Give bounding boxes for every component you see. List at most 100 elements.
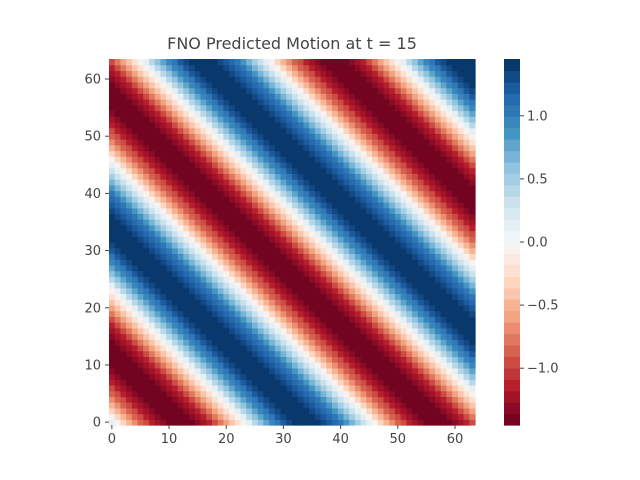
heatmap-cell: [343, 99, 350, 106]
heatmap-cell: [349, 179, 356, 186]
heatmap-cell: [240, 213, 247, 220]
heatmap-cell: [126, 299, 133, 306]
heatmap-cell: [246, 150, 253, 157]
heatmap-cell: [194, 139, 202, 146]
heatmap-cell: [406, 190, 413, 197]
heatmap-cell: [292, 190, 299, 197]
heatmap-cell: [446, 384, 453, 392]
heatmap-cell: [263, 339, 270, 346]
heatmap-cell: [217, 259, 224, 266]
heatmap-cell: [269, 316, 276, 323]
heatmap-cell: [126, 87, 133, 94]
heatmap-cell: [412, 304, 419, 312]
heatmap-cell: [314, 310, 322, 317]
heatmap-cell: [177, 167, 184, 174]
heatmap-cell: [377, 350, 385, 357]
heatmap-cell: [240, 81, 247, 89]
heatmap-cell: [286, 339, 293, 346]
heatmap-cell: [149, 379, 156, 386]
heatmap-cell: [120, 81, 127, 89]
heatmap-cell: [434, 333, 442, 340]
heatmap-cell: [394, 173, 402, 180]
heatmap-cell: [354, 316, 362, 323]
heatmap-cell: [114, 264, 122, 272]
heatmap-cell: [343, 362, 350, 369]
heatmap-cell: [314, 167, 322, 174]
heatmap-cell: [400, 144, 407, 152]
heatmap-cell: [194, 327, 202, 335]
heatmap-cell: [303, 70, 310, 77]
heatmap-cell: [286, 87, 293, 94]
heatmap-cell: [320, 70, 327, 77]
heatmap-cell: [211, 201, 219, 209]
heatmap-cell: [337, 293, 345, 300]
heatmap-cell: [309, 190, 316, 197]
heatmap-cell: [400, 367, 407, 375]
heatmap-cell: [320, 242, 327, 249]
heatmap-cell: [434, 81, 442, 89]
heatmap-cell: [417, 121, 425, 129]
heatmap-cell: [183, 310, 190, 317]
heatmap-cell: [314, 104, 322, 112]
heatmap-cell: [429, 367, 436, 375]
heatmap-cell: [171, 213, 179, 220]
heatmap-cell: [469, 201, 476, 209]
heatmap-cell: [154, 116, 162, 123]
heatmap-cell: [349, 350, 356, 357]
heatmap-cell: [394, 224, 402, 232]
heatmap-cell: [372, 207, 379, 215]
heatmap-cell: [280, 144, 287, 152]
heatmap-cell: [417, 93, 425, 100]
heatmap-cell: [274, 230, 282, 237]
heatmap-cell: [137, 70, 144, 77]
heatmap-cell: [120, 264, 127, 272]
heatmap-cell: [160, 339, 167, 346]
heatmap-cell: [126, 322, 133, 329]
heatmap-cell: [400, 396, 407, 403]
heatmap-cell: [240, 299, 247, 306]
heatmap-cell: [263, 150, 270, 157]
heatmap-cell: [263, 139, 270, 146]
heatmap-cell: [263, 264, 270, 272]
heatmap-cell: [337, 402, 345, 409]
heatmap-cell: [223, 379, 230, 386]
heatmap-cell: [446, 299, 453, 306]
heatmap-cell: [257, 316, 265, 323]
heatmap-cell: [394, 76, 402, 83]
heatmap-cell: [423, 87, 430, 94]
heatmap-cell: [429, 350, 436, 357]
heatmap-cell: [120, 316, 127, 323]
heatmap-cell: [389, 419, 396, 426]
heatmap-cell: [246, 144, 253, 152]
heatmap-cell: [263, 144, 270, 152]
heatmap-cell: [280, 396, 287, 403]
heatmap-cell: [383, 207, 390, 215]
heatmap-cell: [217, 270, 224, 277]
heatmap-cell: [217, 384, 224, 392]
heatmap-cell: [131, 264, 139, 272]
heatmap-cell: [337, 207, 345, 215]
heatmap-cell: [354, 93, 362, 100]
heatmap-cell: [349, 161, 356, 169]
heatmap-cell: [251, 156, 259, 163]
heatmap-cell: [189, 402, 196, 409]
heatmap-cell: [303, 350, 310, 357]
heatmap-cell: [126, 104, 133, 112]
heatmap-cell: [126, 121, 133, 129]
heatmap-cell: [452, 282, 459, 289]
heatmap-cell: [251, 116, 259, 123]
heatmap-cell: [434, 356, 442, 363]
heatmap-cell: [372, 110, 379, 117]
heatmap-cell: [274, 287, 282, 295]
heatmap-cell: [160, 179, 167, 186]
heatmap-cell: [389, 270, 396, 277]
heatmap-cell: [149, 93, 156, 100]
heatmap-cell: [292, 70, 299, 77]
heatmap-cell: [332, 247, 339, 255]
heatmap-cell: [274, 196, 282, 203]
heatmap-cell: [366, 287, 373, 295]
heatmap-cell: [417, 384, 425, 392]
heatmap-cell: [183, 236, 190, 243]
heatmap-cell: [337, 87, 345, 94]
heatmap-cell: [446, 264, 453, 272]
